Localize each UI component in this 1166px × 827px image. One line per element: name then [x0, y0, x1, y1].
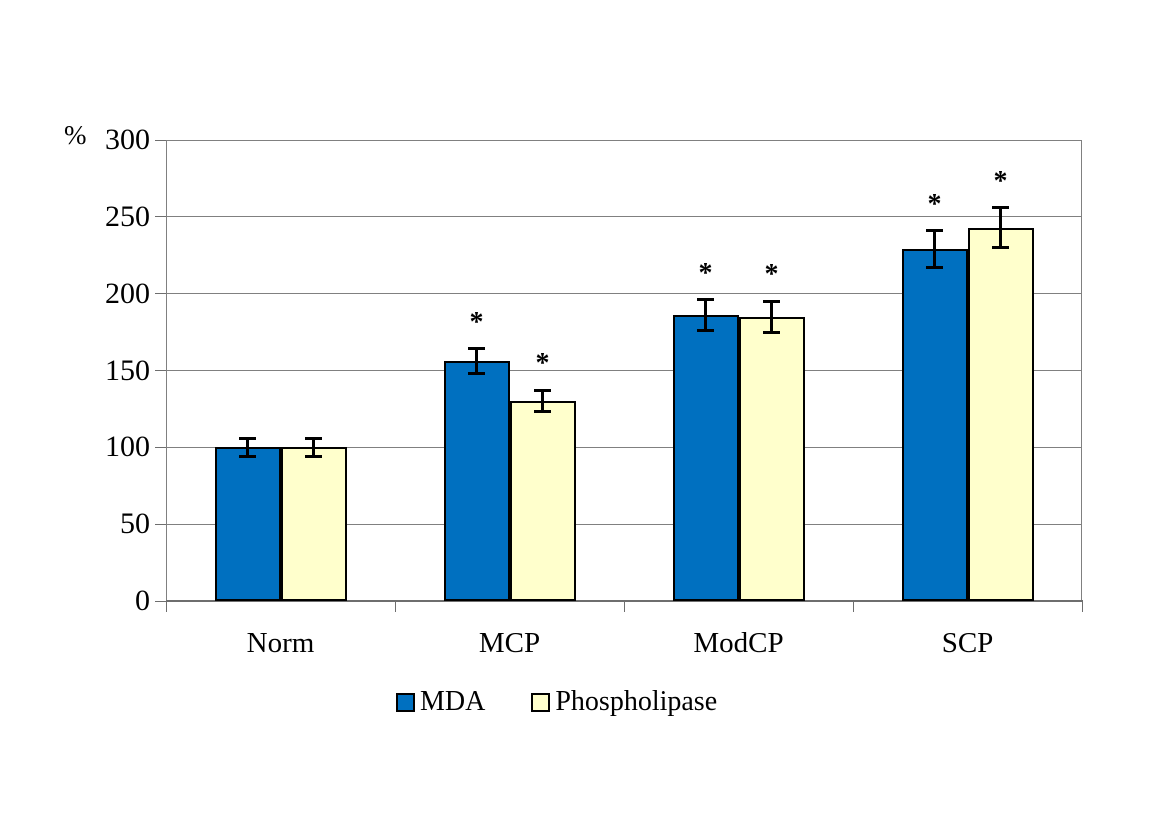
significance-asterisk: *: [993, 165, 1008, 197]
error-bar-line: [933, 230, 936, 268]
category-label: Norm: [246, 627, 315, 659]
y-axis-unit-label: %: [64, 120, 87, 150]
error-bar-line: [999, 207, 1002, 248]
gridline: [166, 216, 1082, 218]
gridline: [166, 523, 1082, 525]
legend-label: Phospholipase: [555, 686, 718, 717]
error-bar-cap-top: [239, 436, 256, 440]
error-bar-cap-bottom: [534, 410, 551, 414]
error-bar-line: [541, 390, 544, 412]
significance-asterisk: *: [698, 257, 713, 289]
legend-swatch: [531, 692, 551, 712]
y-tick-mark: [155, 446, 166, 448]
error-bar-cap-top: [305, 436, 322, 440]
legend-item: MDA: [396, 688, 485, 716]
bar-phospholipase: [509, 401, 576, 601]
legend-label: MDA: [420, 686, 486, 717]
category-label: SCP: [941, 627, 994, 659]
y-tick-label: 0: [135, 584, 150, 617]
x-tick-mark: [852, 601, 854, 612]
y-tick-label: 50: [120, 507, 150, 541]
error-bar-cap-bottom: [926, 266, 943, 270]
error-bar-cap-bottom: [239, 455, 256, 459]
significance-asterisk: *: [764, 259, 779, 291]
category-label: ModCP: [693, 627, 784, 659]
gridline: [166, 370, 1082, 371]
bar-mda: [214, 447, 281, 601]
error-bar-cap-top: [926, 229, 943, 233]
error-bar-cap-bottom: [468, 372, 485, 376]
y-tick-mark: [155, 600, 166, 602]
error-bar-cap-top: [763, 299, 780, 303]
error-bar-line: [475, 348, 478, 374]
y-tick-label: 300: [105, 123, 150, 156]
significance-asterisk: *: [469, 306, 484, 338]
legend-swatch: [396, 692, 415, 712]
error-bar-line: [312, 438, 315, 457]
category-label: MCP: [478, 627, 541, 659]
error-bar-line: [246, 438, 249, 457]
bar-mda: [901, 249, 968, 601]
gridline: [166, 293, 1082, 295]
error-bar-cap-bottom: [305, 455, 322, 459]
error-bar-cap-bottom: [992, 246, 1009, 250]
error-bar-cap-bottom: [763, 330, 780, 334]
x-axis-line: [166, 600, 1083, 602]
error-bar-cap-top: [992, 206, 1009, 210]
bar-mda: [443, 361, 510, 601]
bar-phospholipase: [967, 227, 1034, 601]
bar-phospholipase: [280, 447, 347, 601]
error-bar-cap-top: [697, 298, 714, 302]
x-tick-mark: [1081, 601, 1083, 612]
y-tick-label: 250: [105, 199, 150, 233]
y-tick-label: 150: [105, 353, 150, 387]
bar-phospholipase: [738, 316, 805, 601]
error-bar-line: [770, 301, 773, 333]
error-bar-cap-bottom: [697, 329, 714, 333]
error-bar-cap-top: [534, 388, 551, 392]
x-tick-mark: [394, 601, 396, 612]
legend-item: Phospholipase: [531, 688, 717, 716]
y-tick-label: 200: [105, 276, 150, 310]
x-tick-mark: [623, 601, 625, 612]
legend: MDA Phospholipase: [396, 688, 717, 716]
y-tick-mark: [155, 293, 166, 295]
significance-asterisk: *: [927, 188, 942, 220]
error-bar-line: [704, 299, 707, 331]
significance-asterisk: *: [535, 348, 550, 380]
y-tick-mark: [155, 216, 166, 218]
y-tick-label: 100: [105, 430, 150, 464]
bar-mda: [672, 315, 739, 601]
y-tick-mark: [155, 523, 166, 525]
y-tick-mark: [155, 139, 166, 141]
x-tick-mark: [165, 601, 167, 612]
gridline: [166, 446, 1082, 448]
error-bar-cap-top: [468, 347, 485, 351]
y-tick-mark: [155, 370, 166, 371]
